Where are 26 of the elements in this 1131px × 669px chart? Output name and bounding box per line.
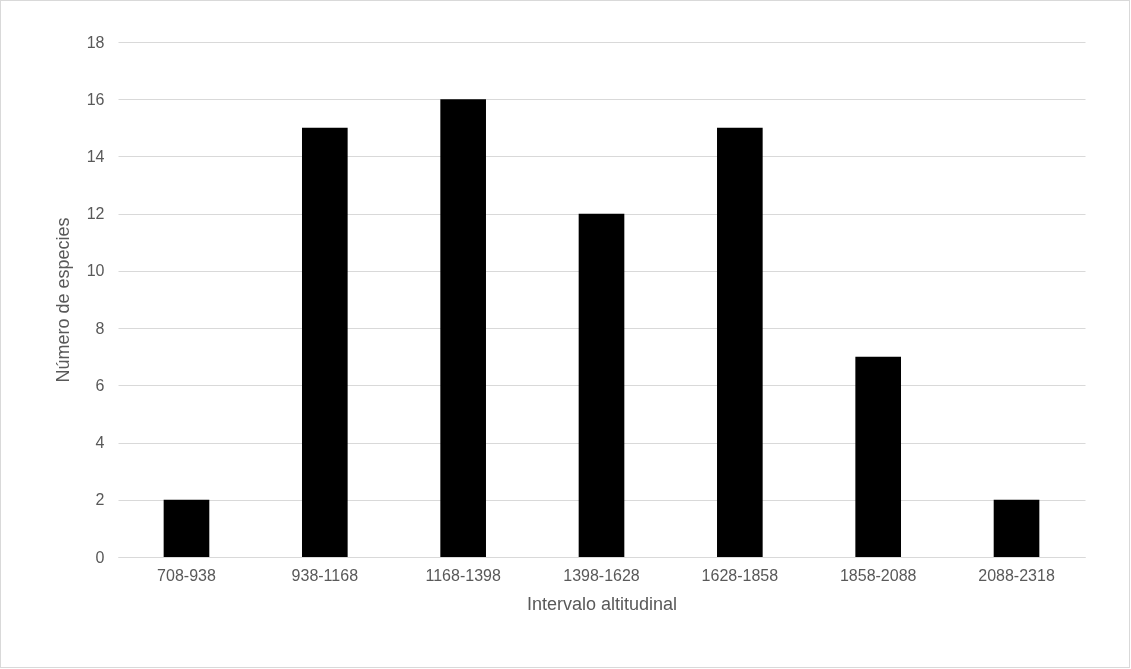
bar (301, 127, 348, 557)
y-tick-label: 16 (86, 90, 105, 108)
bar (578, 213, 625, 557)
y-tick-label: 2 (95, 491, 105, 509)
bar (855, 356, 902, 557)
bar (993, 499, 1040, 557)
x-tick-label: 708-938 (157, 566, 216, 584)
x-tick-label: 2088-2318 (978, 566, 1055, 584)
bar (717, 127, 763, 557)
y-tick-label: 0 (95, 548, 105, 566)
x-axis-title: Intervalo altitudinal (526, 593, 678, 614)
y-tick-label: 14 (86, 147, 105, 165)
y-tick-label: 18 (86, 33, 105, 51)
x-tick-label: 1628-1858 (701, 566, 779, 584)
bar (163, 499, 210, 557)
x-tick-label: 1858-2088 (839, 566, 917, 584)
y-tick-label: 4 (95, 434, 105, 452)
y-tick-label: 6 (95, 376, 105, 394)
x-tick-label: 938-1168 (291, 566, 359, 584)
y-tick-label: 12 (86, 205, 105, 223)
y-axis-title: Número de especies (52, 217, 73, 383)
x-tick-label: 1168-1398 (425, 566, 501, 584)
x-tick-label: 1398-1628 (563, 566, 640, 584)
y-tick-label: 10 (86, 262, 105, 280)
bar (440, 99, 486, 557)
y-tick-label: 8 (95, 319, 105, 337)
